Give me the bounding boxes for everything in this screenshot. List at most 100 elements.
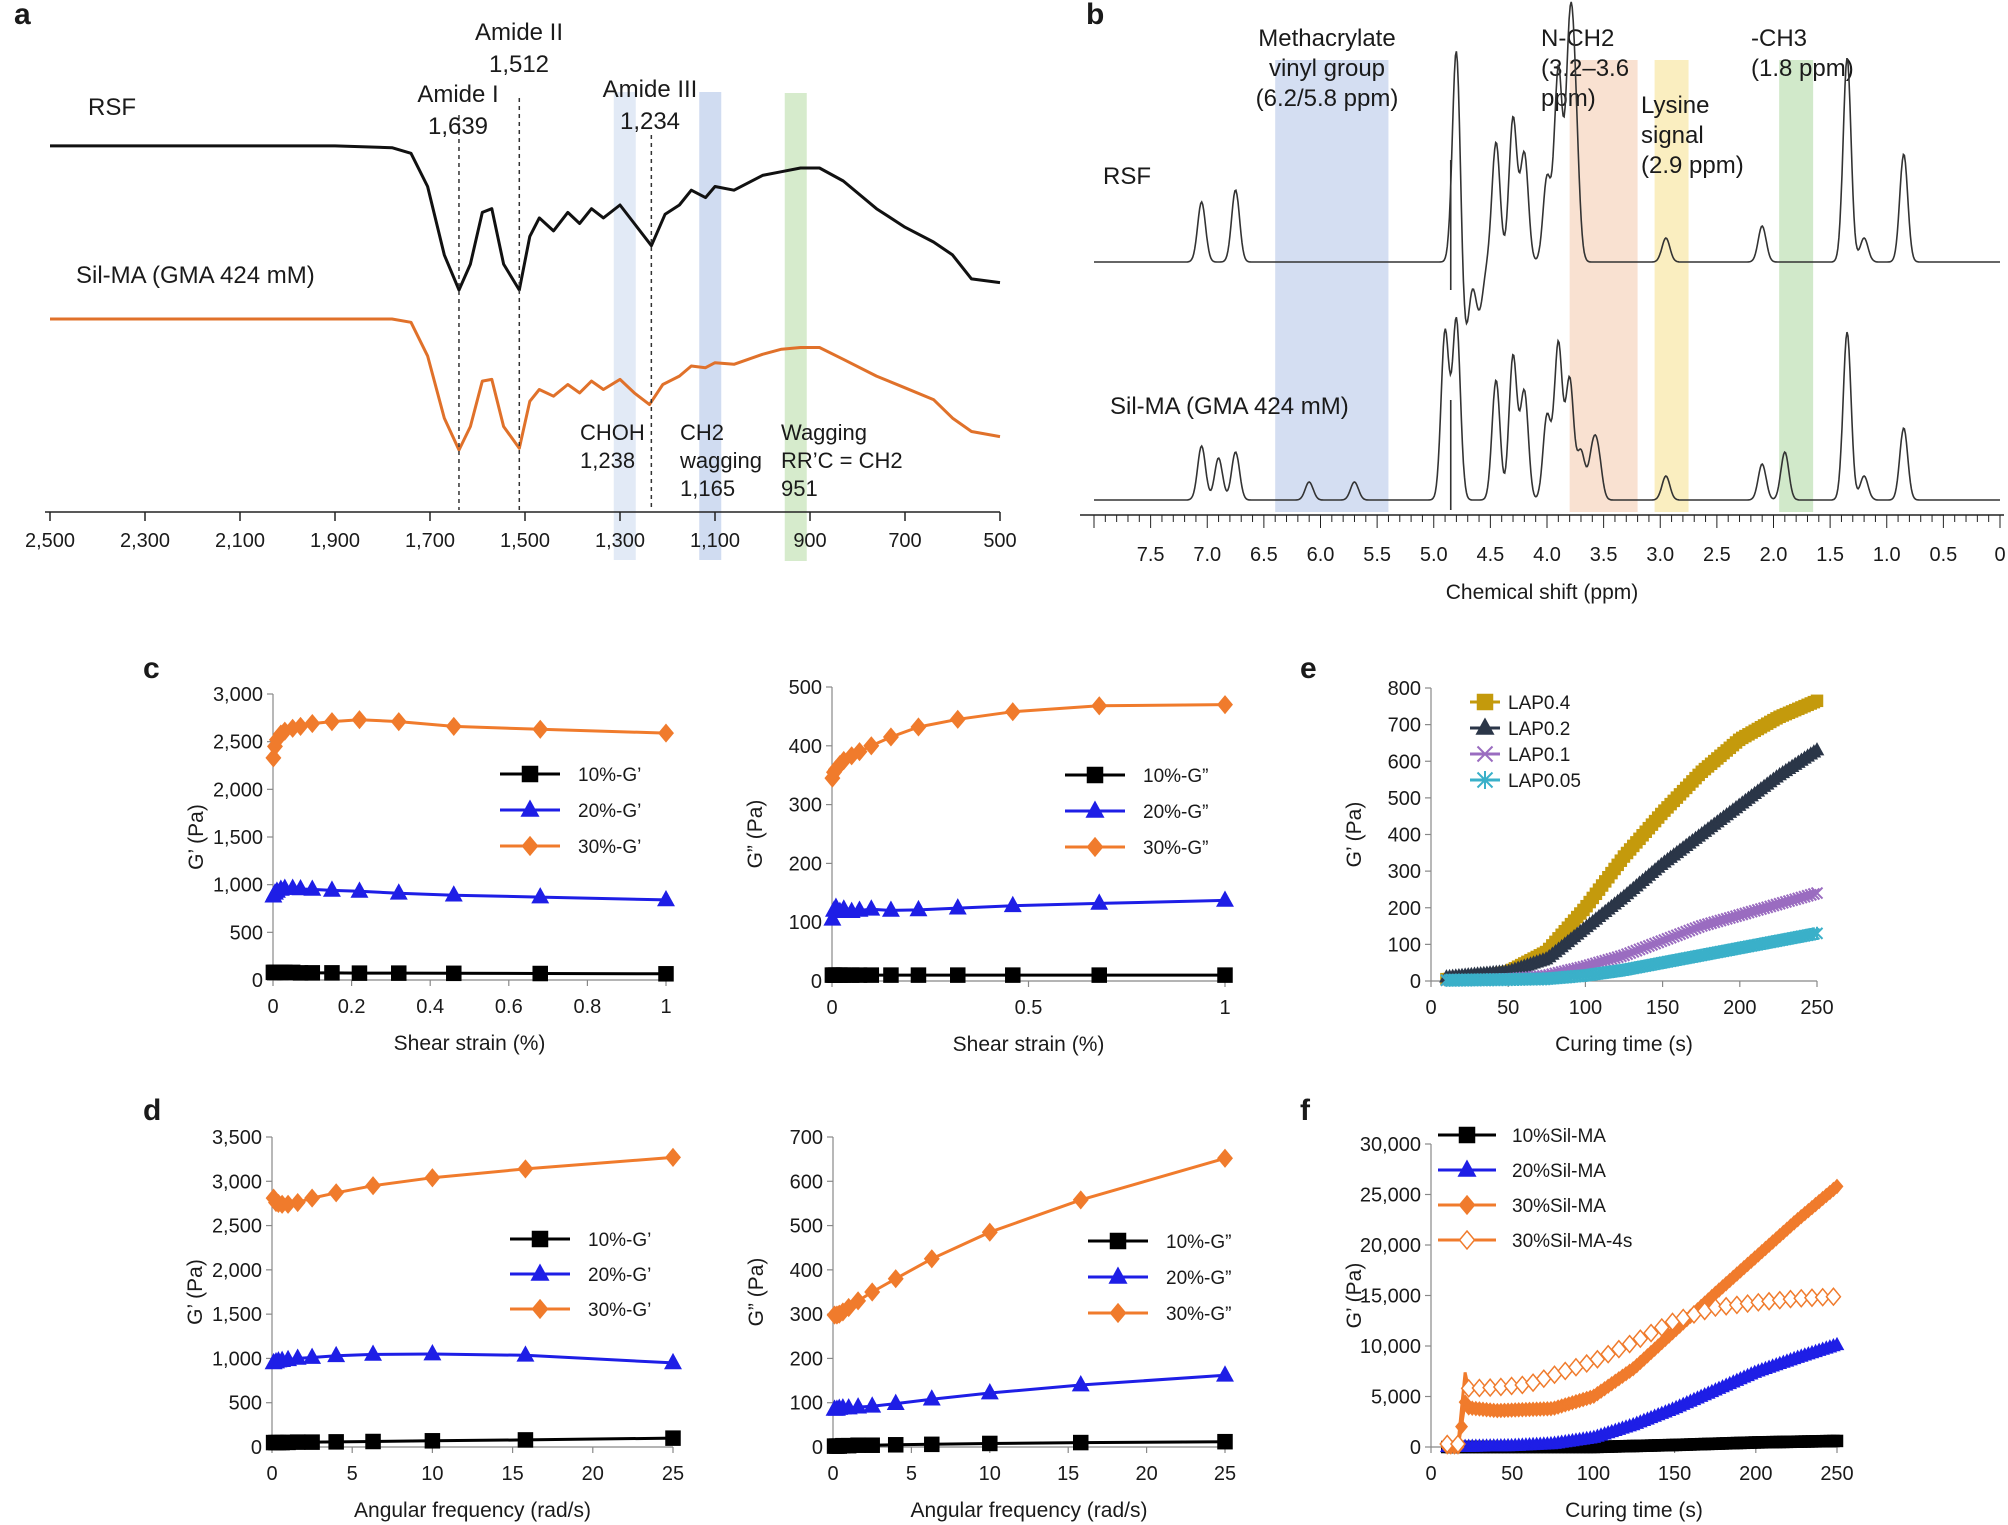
marker-c1-1 [322, 880, 341, 897]
x-tick-label-b: 4.5 [1476, 544, 1504, 566]
y-tick-label-e: 400 [1388, 825, 1421, 847]
y-axis-label-c2: G” (Pa) [744, 800, 767, 869]
marker-c2-0 [910, 967, 927, 983]
chart-d1: 0 500 1,000 1,500 2,000 2,500 3,000 3,500 0 5 10 15… [184, 1127, 684, 1522]
x-tick-label-c2: 0 [826, 997, 837, 1019]
marker-d1-2 [328, 1183, 345, 1203]
marker-d1-1 [364, 1344, 383, 1361]
y-tick-label-e: 0 [1410, 971, 1421, 993]
y-tick-label-d1: 0 [251, 1437, 262, 1459]
legend-label-f-1: 20%Sil-MA [1512, 1161, 1606, 1182]
marker-e-2 [1807, 887, 1821, 901]
marker-f-3 [1449, 1434, 1466, 1454]
panel-label-d: d [143, 1094, 161, 1127]
annotation-wagging-2: 951 [781, 476, 818, 501]
chart-a: 2,500 2,300 2,100 1,900 1,700 1,500 1,300 1,100… [25, 19, 1017, 561]
y-tick-label-c1: 1,000 [213, 875, 263, 897]
marker-d2-2 [850, 1291, 867, 1311]
marker-e-2 [1810, 886, 1824, 900]
legend-label-d1-2: 30%-G’ [588, 1300, 651, 1321]
x-tick-label-c1: 0.4 [416, 996, 444, 1018]
legend-label-d1-0: 10%-G’ [588, 1230, 651, 1251]
y-axis-label-d2: G” (Pa) [745, 1258, 768, 1327]
marker-c1-2 [390, 712, 407, 732]
x-tick-label-b: 4.0 [1533, 544, 1561, 566]
legend-label-e-3: LAP0.05 [1508, 771, 1581, 792]
marker-d2-1 [980, 1383, 999, 1400]
marker-c2-2 [882, 727, 899, 747]
y-tick-label-c1: 3,000 [213, 684, 263, 706]
marker-d2-1 [863, 1396, 882, 1413]
x-tick-label-d1: 15 [501, 1463, 523, 1485]
marker-d2-2 [864, 1282, 881, 1302]
marker-c2-2 [910, 717, 927, 737]
x-tick-label-f: 50 [1501, 1463, 1523, 1485]
x-tick-label-d2: 20 [1135, 1463, 1157, 1485]
marker-c2-0 [1005, 967, 1021, 983]
x-tick-label-a: 1,300 [595, 530, 645, 552]
legend-label-c2-1: 20%-G” [1143, 802, 1208, 823]
marker-d2-1 [1071, 1375, 1090, 1392]
band-label-b-2-2: (2.9 ppm) [1641, 152, 1744, 179]
x-tick-label-a: 700 [888, 530, 921, 552]
marker-d1-2 [424, 1168, 441, 1188]
spectrum-b-0 [1094, 1, 2000, 326]
marker-c1-0 [391, 965, 407, 981]
y-tick-label-e: 700 [1388, 715, 1421, 737]
y-tick-label-c1: 1,500 [213, 827, 263, 849]
legend-marker-d1-2 [531, 1298, 549, 1320]
marker-d2-1 [886, 1393, 905, 1410]
marker-c1-0 [324, 965, 340, 981]
legend-marker-c1-0 [521, 765, 539, 783]
y-tick-label-d1: 1,500 [212, 1304, 262, 1326]
y-tick-label-d2: 0 [812, 1437, 823, 1459]
marker-d2-1 [1216, 1365, 1234, 1382]
x-tick-label-d1: 20 [582, 1463, 604, 1485]
marker-d1-1 [288, 1348, 307, 1365]
x-tick-label-a: 1,500 [500, 530, 550, 552]
x-tick-label-e: 100 [1569, 997, 1602, 1019]
y-axis-label-f: G’ (Pa) [1343, 1263, 1366, 1329]
legend-marker-d2-2 [1109, 1302, 1127, 1324]
y-tick-label-c1: 500 [230, 922, 263, 944]
x-tick-label-b: 1.0 [1873, 544, 1901, 566]
legend-marker-e-1 [1475, 717, 1495, 735]
panel-label-f: f [1300, 1094, 1311, 1127]
x-axis-label-d2: Angular frequency (rad/s) [911, 1499, 1148, 1522]
legend-label-c2-2: 30%-G” [1143, 838, 1208, 859]
legend-label-d2-0: 10%-G” [1166, 1232, 1231, 1253]
x-tick-label-a: 2,100 [215, 530, 265, 552]
x-tick-label-b: 1.5 [1816, 544, 1844, 566]
marker-f-3 [1825, 1287, 1842, 1307]
marker-d1-0 [665, 1430, 681, 1446]
marker-c2-2 [1004, 702, 1021, 722]
marker-c1-0 [351, 965, 368, 981]
marker-c1-2 [323, 712, 340, 732]
legend-label-e-2: LAP0.1 [1508, 745, 1570, 766]
marker-e-1 [1809, 742, 1825, 756]
y-tick-label-e: 600 [1388, 751, 1421, 773]
series-line-a-0 [50, 144, 1001, 292]
x-tick-label-b: 0 [1994, 544, 2005, 566]
annotation-amide-ii: Amide II [475, 19, 563, 46]
legend-marker-f-1 [1457, 1159, 1477, 1177]
y-axis-label-e: G’ (Pa) [1343, 802, 1366, 868]
y-tick-label-c1: 2,000 [213, 779, 263, 801]
x-tick-label-c1: 0.8 [573, 996, 601, 1018]
annotation-amide-ii-value: 1,512 [489, 51, 549, 78]
y-tick-label-e: 300 [1388, 861, 1421, 883]
annotation-choh-value: 1,238 [580, 448, 635, 473]
band-label-b-2-0: Lysine [1641, 92, 1709, 119]
y-tick-label-d2: 500 [790, 1216, 823, 1238]
marker-c1-2 [445, 716, 462, 736]
band-b-1 [1569, 60, 1638, 512]
y-tick-label-d2: 400 [790, 1260, 823, 1282]
y-tick-label-d1: 3,500 [212, 1127, 262, 1149]
y-tick-label-d2: 300 [790, 1304, 823, 1326]
marker-c1-1 [303, 879, 322, 896]
x-tick-label-b: 2.5 [1703, 544, 1731, 566]
x-tick-label-e: 250 [1800, 997, 1833, 1019]
panel-label-c: c [143, 652, 160, 685]
legend-label-c1-0: 10%-G’ [578, 765, 641, 786]
